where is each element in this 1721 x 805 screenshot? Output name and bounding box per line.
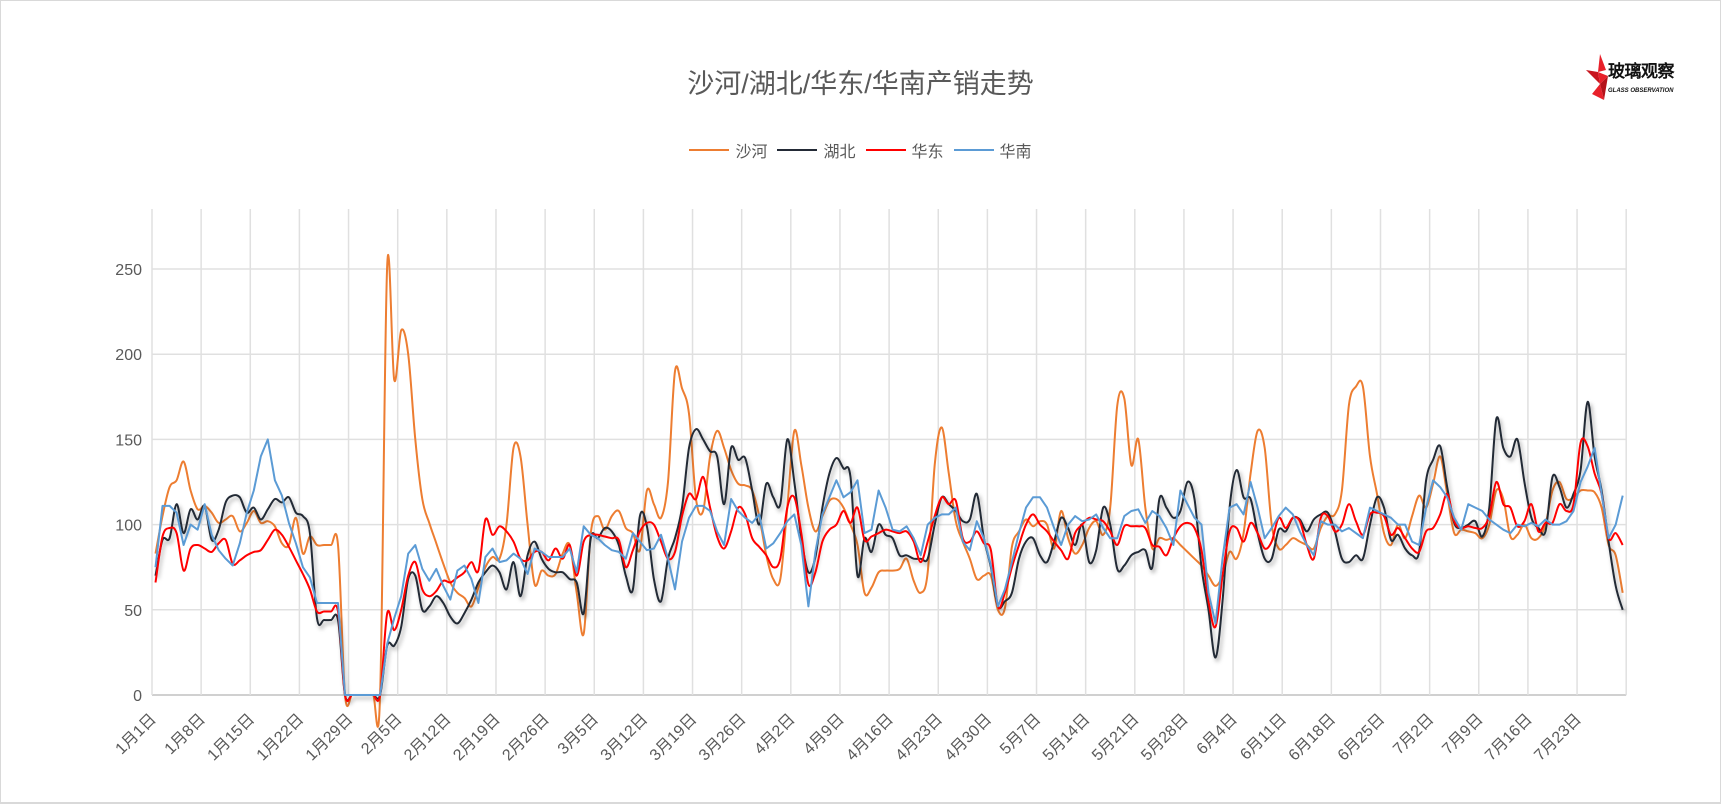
gridlines (151, 209, 1627, 696)
legend-label: 沙河 (735, 144, 768, 161)
x-tick-label: 5月7日 (997, 711, 1044, 758)
legend-item-huadong[interactable]: 华东 (865, 138, 944, 162)
y-tick-label: 50 (124, 603, 142, 620)
y-tick-label: 0 (133, 688, 142, 705)
x-tick-label: 3月19日 (647, 711, 701, 765)
logo-subtext: GLASS OBSERVATION (1608, 88, 1674, 94)
x-tick-label: 3月26日 (696, 711, 750, 765)
legend-label: 湖北 (823, 144, 856, 161)
legend-swatch (689, 149, 730, 151)
y-axis: 0 50 100 150 200 250 (115, 262, 142, 705)
x-tick-label: 3月12日 (598, 711, 652, 765)
legend: 沙河 湖北 华东 华南 (0, 138, 1721, 162)
x-tick-label: 6月18日 (1286, 711, 1340, 765)
x-tick-label: 7月2日 (1390, 711, 1437, 758)
series-line-3 (154, 438, 1624, 696)
legend-item-shahe[interactable]: 沙河 (689, 138, 767, 162)
x-tick-label: 2月5日 (358, 711, 405, 758)
legend-swatch (953, 149, 994, 151)
x-tick-label: 4月9日 (801, 711, 848, 758)
x-tick-label: 1月22日 (254, 711, 308, 765)
legend-swatch (777, 149, 818, 151)
x-tick-label: 7月23日 (1531, 711, 1585, 765)
series-line-1 (154, 400, 1624, 702)
legend-swatch (865, 149, 906, 151)
x-tick-label: 5月21日 (1089, 711, 1143, 765)
x-tick-label: 3月5日 (555, 711, 602, 758)
legend-label: 华南 (999, 144, 1032, 161)
series-line-0 (154, 253, 1624, 728)
y-tick-label: 150 (115, 432, 142, 449)
y-tick-label: 100 (115, 518, 142, 535)
x-tick-label: 1月15日 (205, 711, 259, 765)
series-lines (154, 253, 1624, 728)
x-tick-label: 4月23日 (893, 711, 947, 765)
series-line-2 (154, 437, 1624, 703)
x-tick-label: 6月11日 (1237, 711, 1290, 764)
x-tick-label: 7月16日 (1482, 711, 1536, 765)
x-tick-label: 5月14日 (1040, 711, 1094, 765)
legend-item-hubei[interactable]: 湖北 (777, 138, 856, 162)
x-tick-label: 2月26日 (499, 711, 553, 765)
x-tick-label: 4月2日 (751, 711, 798, 758)
x-tick-label: 1月1日 (113, 711, 160, 758)
x-tick-label: 4月30日 (942, 711, 996, 765)
x-tick-label: 1月8日 (162, 711, 209, 758)
y-tick-label: 200 (115, 347, 142, 364)
x-tick-label: 6月25日 (1335, 711, 1389, 765)
x-tick-label: 5月28日 (1138, 711, 1192, 765)
legend-item-huanan[interactable]: 华南 (953, 138, 1032, 162)
x-tick-label: 2月12日 (401, 711, 455, 765)
x-tick-label: 7月9日 (1439, 711, 1486, 758)
star-logo-icon (1586, 54, 1608, 100)
y-tick-label: 250 (115, 262, 142, 279)
chart-title: 沙河/湖北/华东/华南产销走势 (687, 69, 1034, 99)
logo: 玻璃观察 GLASS OBSERVATION (1586, 52, 1686, 104)
x-tick-label: 4月16日 (843, 711, 897, 765)
legend-label: 华东 (911, 144, 944, 161)
x-tick-label: 2月19日 (450, 711, 504, 765)
x-tick-label: 6月4日 (1194, 711, 1241, 758)
logo-text: 玻璃观察 (1608, 62, 1675, 81)
x-tick-label: 1月29日 (303, 711, 357, 765)
